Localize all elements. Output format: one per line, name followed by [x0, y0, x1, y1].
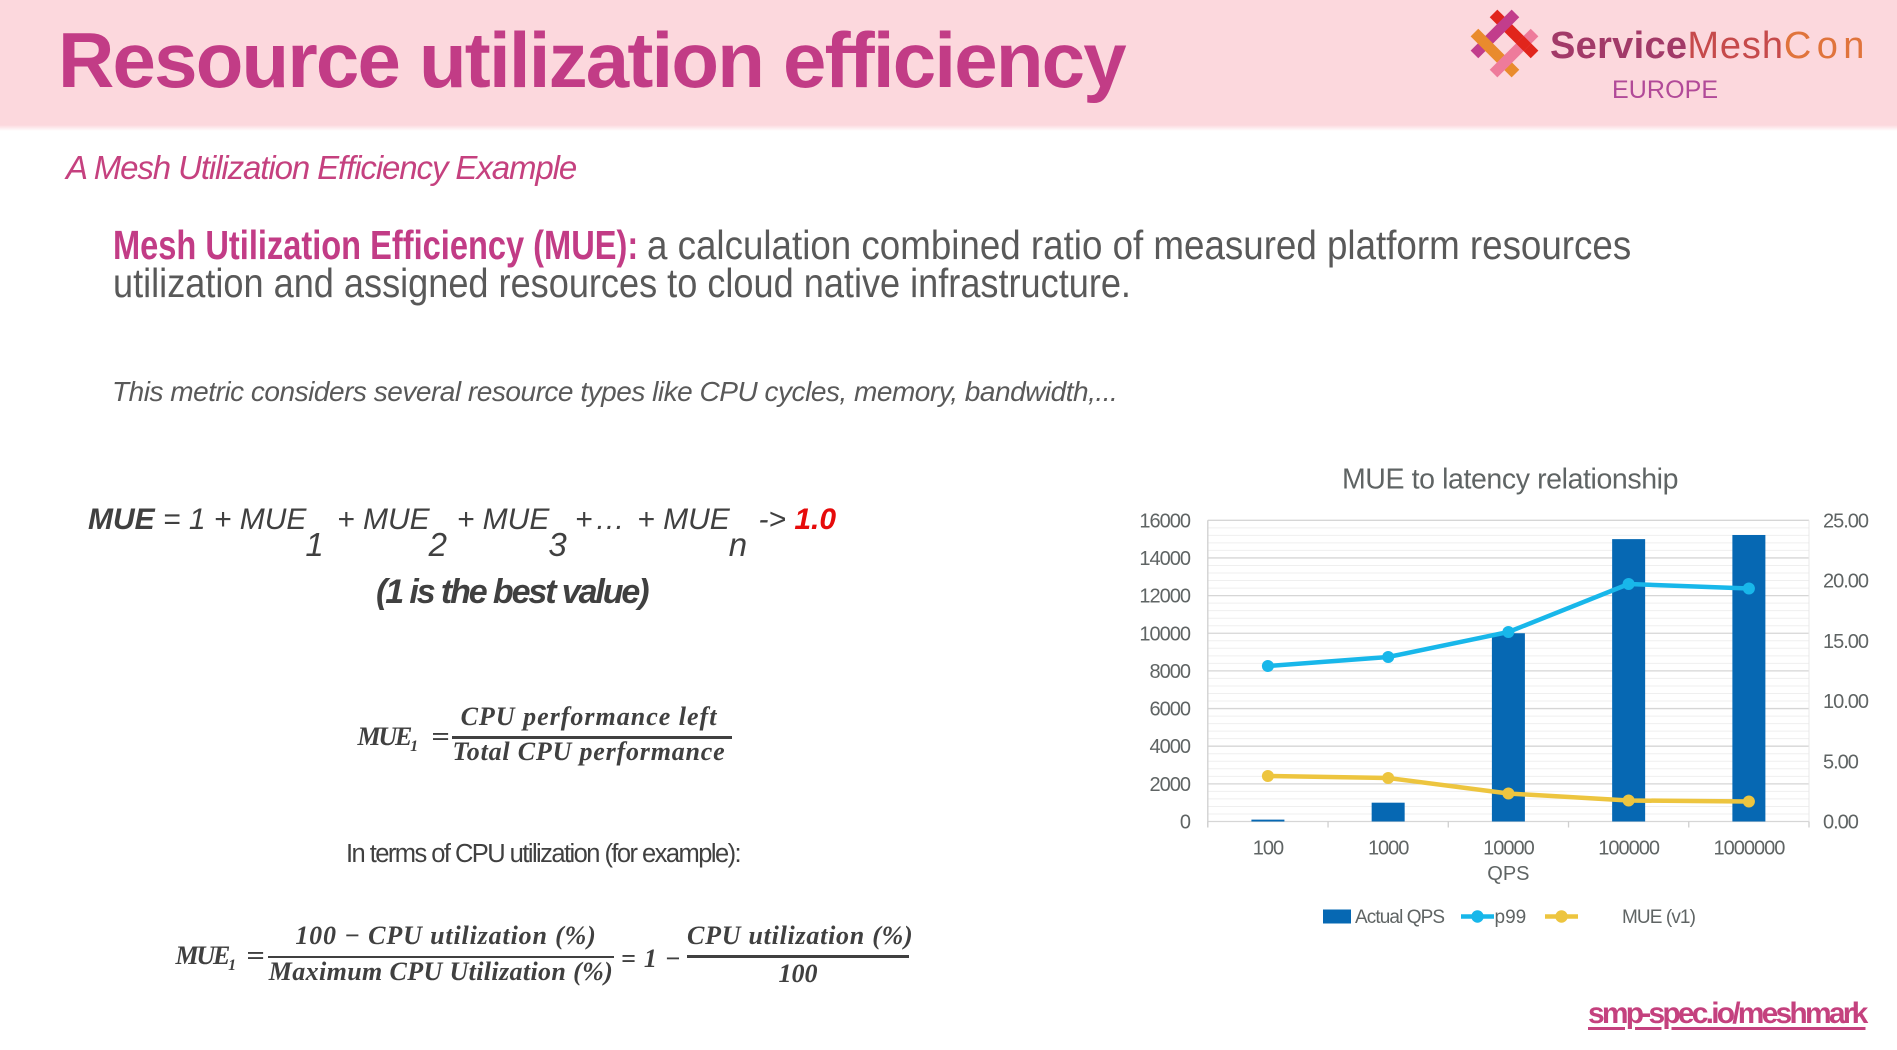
svg-text:0.00: 0.00: [1823, 812, 1859, 834]
svg-text:100: 100: [1253, 838, 1284, 860]
svg-text:15.00: 15.00: [1823, 631, 1869, 653]
svg-text:10.00: 10.00: [1823, 691, 1869, 713]
svg-text:8000: 8000: [1150, 661, 1191, 683]
svg-text:Actual QPS: Actual QPS: [1355, 907, 1444, 928]
svg-text:1000: 1000: [1368, 838, 1409, 860]
svg-text:5.00: 5.00: [1823, 751, 1859, 773]
svg-text:10000: 10000: [1483, 838, 1534, 860]
svg-text:4000: 4000: [1150, 736, 1191, 758]
svg-text:14000: 14000: [1139, 548, 1190, 570]
svg-text:10000: 10000: [1139, 623, 1190, 645]
svg-text:p99: p99: [1495, 907, 1527, 928]
svg-text:1000000: 1000000: [1713, 838, 1785, 860]
svg-text:12000: 12000: [1139, 586, 1190, 608]
svg-text:25.00: 25.00: [1823, 510, 1869, 532]
svg-text:MUE to latency relationship: MUE to latency relationship: [1342, 464, 1678, 496]
svg-text:0: 0: [1180, 812, 1191, 834]
svg-text:6000: 6000: [1150, 699, 1191, 721]
svg-text:20.00: 20.00: [1823, 571, 1869, 593]
svg-text:16000: 16000: [1139, 510, 1190, 532]
svg-text:2000: 2000: [1150, 774, 1191, 796]
svg-text:100000: 100000: [1598, 838, 1660, 860]
svg-text:QPS: QPS: [1487, 863, 1529, 885]
svg-text:MUE (v1): MUE (v1): [1622, 907, 1696, 928]
